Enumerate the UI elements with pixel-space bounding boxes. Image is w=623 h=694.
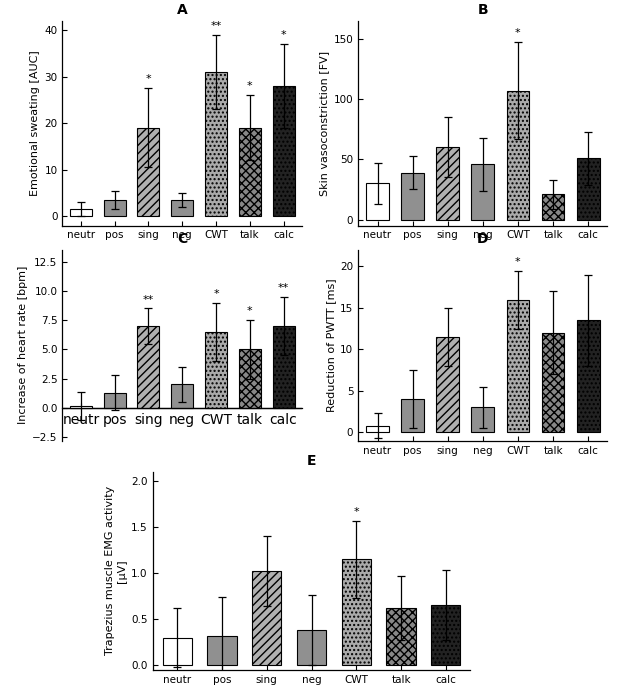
Bar [273, 326, 295, 408]
Bar [252, 571, 282, 665]
Bar [341, 559, 371, 665]
Text: *: * [146, 74, 151, 84]
Bar [366, 425, 389, 432]
Bar [239, 349, 261, 408]
Bar [577, 321, 599, 432]
Text: *: * [213, 289, 219, 298]
Title: B: B [477, 3, 488, 17]
Y-axis label: Emotional sweating [AUC]: Emotional sweating [AUC] [30, 50, 40, 196]
Text: **: ** [211, 21, 222, 31]
Bar [163, 638, 192, 665]
Bar [577, 158, 599, 219]
Bar [431, 605, 460, 665]
Bar [138, 128, 159, 217]
Bar [541, 194, 564, 219]
Bar [207, 636, 237, 665]
Bar [70, 210, 92, 217]
Text: *: * [281, 30, 287, 40]
Y-axis label: Skin vasoconstriction [FV]: Skin vasoconstriction [FV] [320, 51, 330, 196]
Title: D: D [477, 232, 488, 246]
Bar [171, 384, 193, 408]
Text: **: ** [278, 283, 289, 293]
Bar [472, 407, 494, 432]
Bar [239, 128, 261, 217]
Bar [366, 183, 389, 219]
Bar [205, 72, 227, 217]
Bar [273, 86, 295, 217]
Title: A: A [177, 3, 188, 17]
Bar [171, 200, 193, 217]
Bar [70, 405, 92, 408]
Bar [472, 164, 494, 219]
Bar [386, 608, 416, 665]
Bar [103, 200, 126, 217]
Text: **: ** [143, 294, 154, 305]
Text: *: * [515, 28, 521, 38]
Bar [138, 326, 159, 408]
Bar [541, 333, 564, 432]
Y-axis label: Reduction of PWTT [ms]: Reduction of PWTT [ms] [326, 278, 336, 412]
Y-axis label: Increase of heart rate [bpm]: Increase of heart rate [bpm] [18, 266, 28, 425]
Text: *: * [353, 507, 359, 517]
Bar [205, 332, 227, 408]
Bar [436, 337, 459, 432]
Text: *: * [515, 257, 521, 266]
Text: *: * [247, 81, 252, 91]
Bar [103, 393, 126, 408]
Title: E: E [307, 454, 316, 468]
Bar [506, 300, 530, 432]
Title: C: C [177, 232, 188, 246]
Bar [506, 91, 530, 219]
Bar [297, 630, 326, 665]
Bar [401, 173, 424, 219]
Bar [401, 399, 424, 432]
Bar [436, 147, 459, 219]
Y-axis label: Trapezius muscle EMG activity
[µV]: Trapezius muscle EMG activity [µV] [105, 486, 127, 655]
Text: *: * [247, 306, 252, 316]
